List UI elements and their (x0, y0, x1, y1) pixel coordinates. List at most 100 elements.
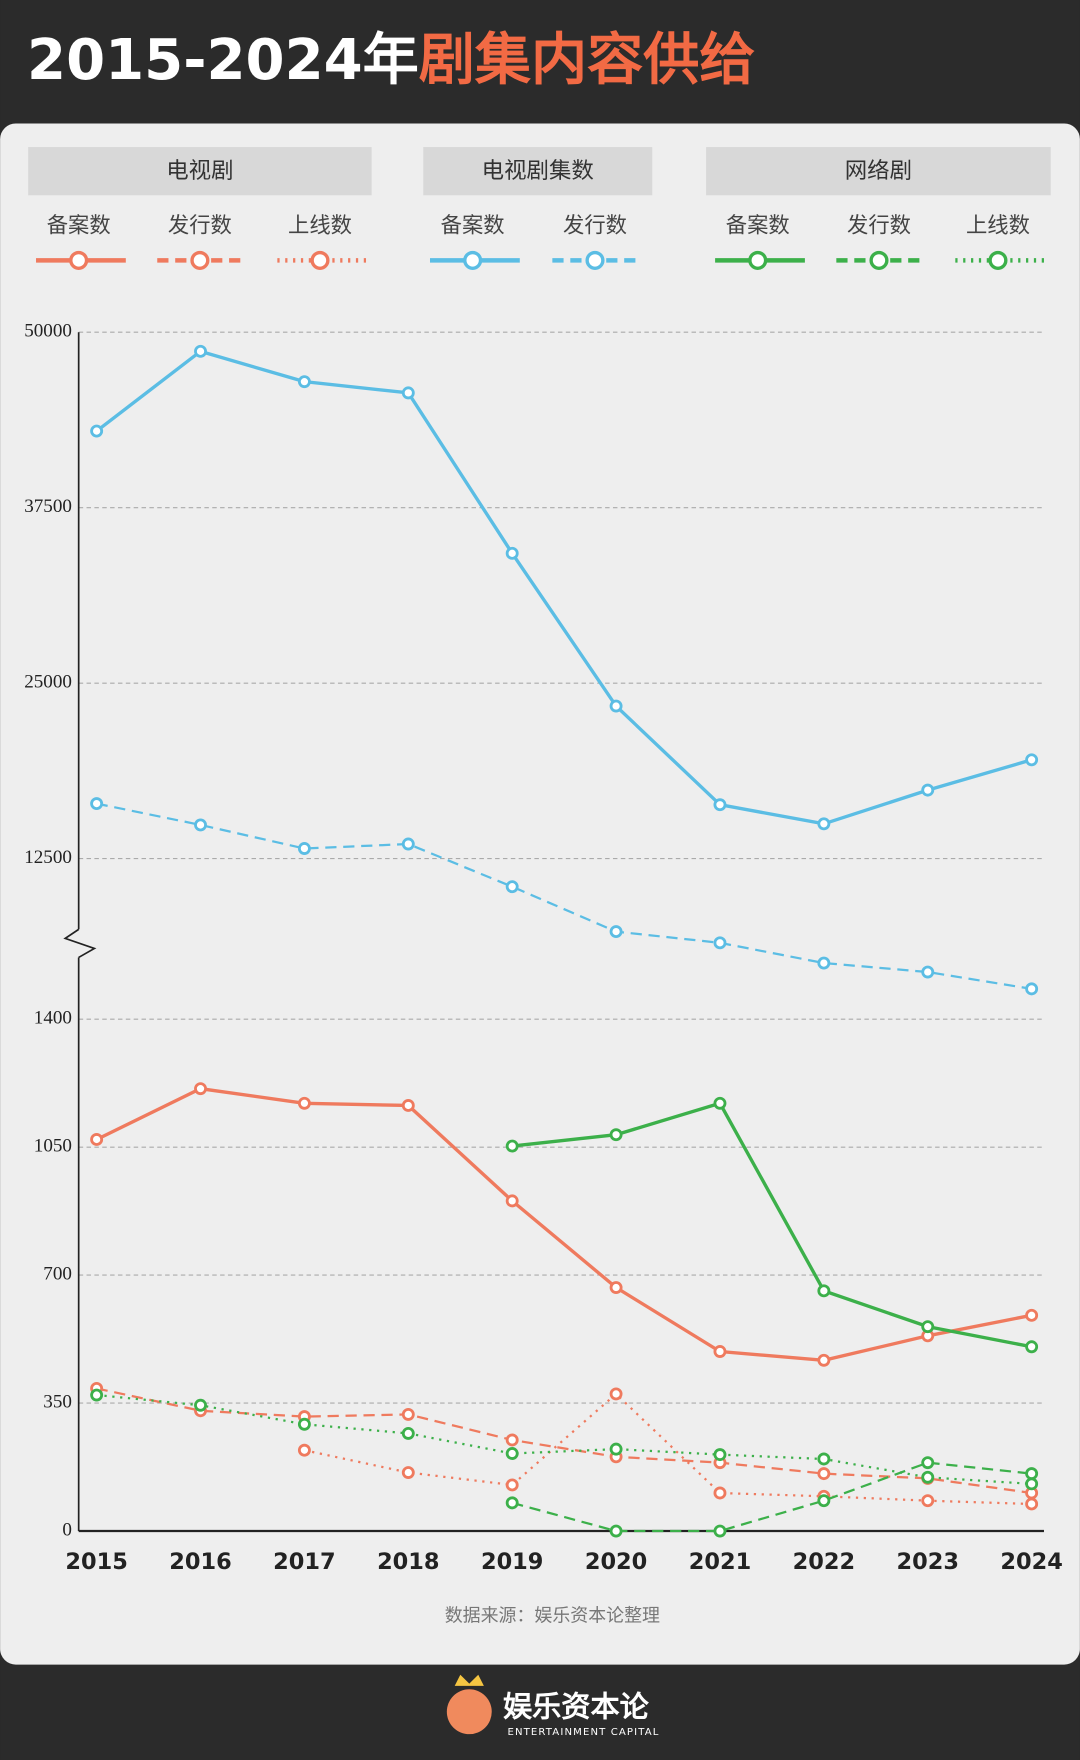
x-tick-label: 2023 (897, 1549, 959, 1575)
series-point (194, 1082, 207, 1096)
legend-marker (190, 250, 210, 270)
legend-marker (69, 250, 89, 270)
legend-group-title: 电视剧集数 (482, 158, 594, 184)
legend-label: 发行数 (563, 214, 627, 239)
title-prefix: 2015-2024年 (27, 27, 419, 92)
series-point (817, 817, 831, 831)
x-tick-label: 2016 (169, 1549, 231, 1575)
series-point (921, 1494, 935, 1508)
series-point (921, 1470, 935, 1484)
series-point (194, 1398, 207, 1412)
series-point (505, 1447, 519, 1460)
series-point (505, 1139, 519, 1153)
legend-group-box (28, 147, 372, 196)
series-point (609, 1387, 623, 1401)
series-point (713, 1345, 727, 1358)
series-point (401, 1099, 415, 1112)
series-line (95, 1086, 1032, 1362)
series-line (95, 349, 1033, 826)
series-point (505, 1478, 519, 1492)
legend-group-title: 电视剧 (166, 158, 233, 184)
series-point (713, 798, 727, 812)
series-point (505, 1433, 519, 1447)
series-point (609, 925, 623, 939)
x-tick-label: 2018 (377, 1549, 439, 1575)
series-point (297, 1096, 311, 1110)
series-point (297, 1417, 311, 1431)
series-point (817, 956, 831, 970)
series-line (512, 1101, 1032, 1349)
series-point (1025, 1340, 1039, 1354)
x-tick-label: 2015 (65, 1549, 127, 1575)
x-tick-label: 2017 (273, 1549, 335, 1575)
y-tick-label: 350 (43, 1391, 72, 1412)
series-point (1025, 1308, 1039, 1322)
legend-label: 上线数 (966, 214, 1030, 239)
series-point (817, 1284, 831, 1298)
source: 数据来源：娱乐资本论整理 (445, 1605, 660, 1626)
series-point (921, 1320, 935, 1334)
y-tick-label: 1400 (34, 1008, 72, 1029)
series-point (921, 965, 935, 979)
series-point (194, 818, 207, 832)
series-point (401, 1407, 415, 1421)
series-point (921, 783, 935, 797)
series-point (817, 1467, 831, 1481)
series-point (90, 797, 104, 811)
series-point (1025, 753, 1039, 767)
series-point (713, 1524, 727, 1538)
x-tick-label: 2022 (793, 1549, 855, 1575)
series-point (1025, 1497, 1039, 1511)
series-point (713, 1448, 727, 1462)
series-line (96, 802, 1032, 990)
footer-brand: 娱乐资本论 (503, 1689, 650, 1723)
legend-label: 上线数 (288, 214, 352, 239)
footer-logo (446, 1674, 492, 1735)
legend-marker (310, 250, 330, 270)
footer-brand-en: ENTERTAINMENT CAPITAL (507, 1727, 659, 1738)
axis-break (63, 928, 97, 959)
y-tick-label: 12500 (24, 847, 72, 868)
series-point (90, 424, 104, 438)
legend-group-box (706, 147, 1051, 196)
y-tick-label: 1050 (34, 1136, 72, 1157)
legend-marker (748, 250, 768, 270)
chart-title: 2015-2024年剧集内容供给 (27, 27, 755, 92)
series-point (297, 1443, 311, 1457)
series-point (1025, 982, 1039, 996)
legend-label: 发行数 (168, 214, 232, 239)
y-tick-label: 37500 (24, 496, 72, 517)
series-point (609, 1524, 623, 1538)
y-tick-label: 25000 (24, 672, 72, 693)
series-point (609, 1442, 623, 1456)
legend-label: 备案数 (47, 214, 111, 239)
series-point (505, 1496, 519, 1510)
series-point (817, 1452, 831, 1466)
legend-marker (463, 250, 483, 270)
legend-marker (585, 250, 605, 270)
legend-group-box (423, 147, 653, 196)
x-tick-label: 2019 (481, 1549, 543, 1575)
y-tick-label: 50000 (24, 321, 72, 342)
series-point (921, 1456, 935, 1470)
legend-group-title: 网络剧 (845, 158, 912, 184)
series-point (401, 837, 415, 851)
series-line (96, 1393, 1032, 1485)
legend-label: 备案数 (441, 214, 505, 239)
series-point (505, 1194, 519, 1208)
x-tick-label: 2020 (585, 1549, 647, 1575)
series-point (401, 386, 415, 400)
x-tick-label: 2021 (689, 1549, 751, 1575)
series-point (297, 375, 311, 389)
series-point (713, 1486, 727, 1500)
series-point (817, 1353, 831, 1367)
series-point (1025, 1477, 1039, 1491)
series-point (401, 1466, 415, 1479)
series-point (609, 699, 623, 713)
legend-label: 备案数 (726, 214, 790, 239)
series-point (817, 1494, 831, 1508)
series-point (609, 1128, 623, 1142)
series-point (90, 1388, 104, 1402)
